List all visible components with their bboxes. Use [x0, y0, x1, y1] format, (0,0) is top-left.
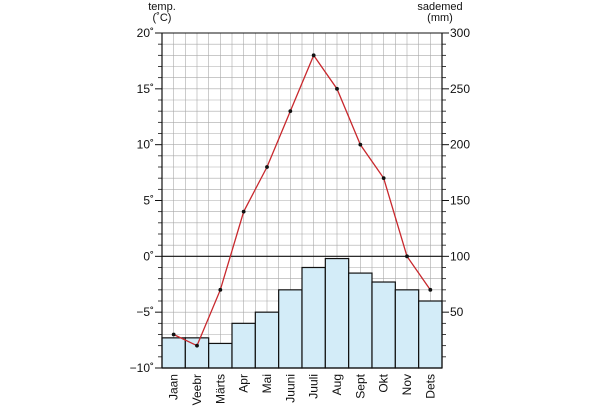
- right-axis-tick-label: 250: [450, 82, 470, 96]
- temperature-point: [171, 332, 176, 337]
- precipitation-bar: [371, 281, 396, 369]
- precipitation-bar: [324, 257, 350, 369]
- right-axis-tick-label: 100: [450, 249, 470, 263]
- month-label: Juuli: [307, 374, 321, 399]
- left-axis-tick-label: 15˚: [137, 82, 154, 96]
- temperature-point: [195, 343, 199, 348]
- temperature-point: [288, 109, 293, 114]
- precipitation-bar: [231, 322, 256, 369]
- precipitation-bar: [278, 289, 303, 369]
- left-axis-tick-label: −5˚: [136, 305, 154, 319]
- temperature-point: [335, 86, 339, 91]
- month-label: Märts: [213, 374, 227, 404]
- precipitation-bar: [161, 337, 186, 369]
- right-axis-title-line-2: (mm): [427, 12, 453, 24]
- left-axis-tick-label: 10˚: [137, 138, 154, 152]
- right-axis-title-line-1: sademed: [417, 1, 462, 13]
- right-axis-tick-label: 50: [450, 305, 464, 319]
- month-label: Okt: [377, 373, 391, 392]
- month-label: Nov: [400, 374, 414, 395]
- month-label: Mai: [260, 374, 274, 393]
- temperature-point: [265, 165, 269, 169]
- temperature-series: [171, 53, 433, 348]
- month-label: Apr: [237, 374, 251, 393]
- left-axis-tick-label: 0˚: [143, 249, 154, 263]
- precipitation-bar: [301, 266, 326, 369]
- month-label: Aug: [330, 374, 344, 395]
- precipitation-bar: [418, 300, 443, 369]
- temperature-point: [405, 254, 409, 259]
- precipitation-bar: [254, 311, 280, 369]
- left-axis-title-line-1: temp.: [148, 1, 176, 13]
- month-label: Jaan: [167, 374, 181, 400]
- temperature-point: [241, 209, 246, 214]
- right-axis-tick-label: 150: [450, 194, 470, 208]
- left-axis-title-line-2: (˚C): [153, 12, 172, 24]
- month-label: Sept: [353, 373, 367, 398]
- temperature-point: [358, 142, 363, 147]
- month-label: Juuni: [283, 374, 297, 403]
- precipitation-bar: [208, 342, 233, 369]
- temperature-point: [381, 176, 386, 181]
- precipitation-bar: [348, 272, 373, 369]
- right-axis-tick-label: 300: [450, 26, 470, 40]
- precipitation-bars: [161, 257, 443, 369]
- month-label: Dets: [423, 374, 437, 399]
- month-label: Veebr: [190, 374, 204, 405]
- axes: −10˚ −5˚ 0˚ 5˚ 10˚ 15˚ 20˚ 50 100 150 200 250 300 Jaa…: [130, 26, 471, 405]
- precipitation-bar: [394, 289, 420, 369]
- temperature-point: [428, 287, 433, 292]
- temperature-point: [311, 53, 316, 58]
- right-axis-tick-label: 200: [450, 138, 470, 152]
- temperature-line: [173, 53, 431, 347]
- left-axis-tick-label: 20˚: [137, 26, 154, 40]
- temperature-point: [218, 287, 223, 292]
- left-axis-tick-label: −10˚: [130, 361, 154, 375]
- left-axis-tick-label: 5˚: [143, 194, 154, 208]
